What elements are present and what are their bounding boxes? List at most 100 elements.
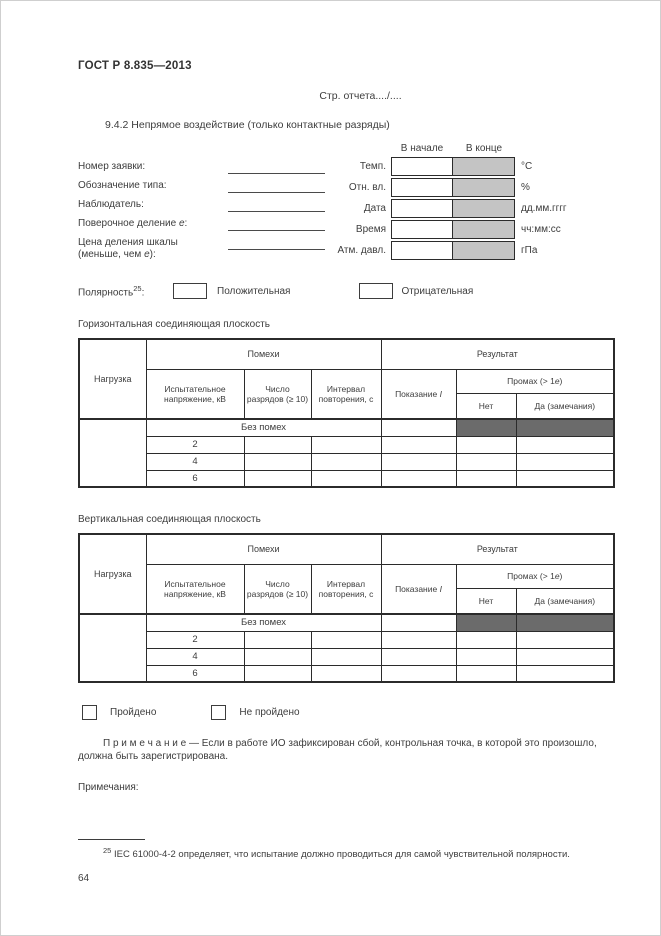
interval-cell[interactable] <box>310 630 382 649</box>
miss-no-cell[interactable] <box>455 452 517 471</box>
verification-division-field[interactable] <box>228 217 325 231</box>
section-title: 9.4.2 Непрямое воздействие (только конта… <box>105 119 390 131</box>
discharges-cell[interactable] <box>243 452 312 471</box>
table-row-no-noise: Без помех <box>78 418 615 488</box>
table-row-4kv: 4 <box>79 647 615 666</box>
humidity-end-cell[interactable] <box>453 178 515 197</box>
indication-cell[interactable] <box>380 664 457 683</box>
discharges-cell[interactable] <box>243 647 312 666</box>
note-paragraph: П р и м е ч а н и е — Если в работе ИО з… <box>78 738 597 762</box>
doc-number: ГОСТ Р 8.835—2013 <box>78 60 192 72</box>
passed-checkbox[interactable] <box>82 705 97 720</box>
no-noise-label: Без помех <box>145 418 382 437</box>
col-header-interval: Интервал повторения, с <box>310 368 382 420</box>
type-designation-field[interactable] <box>228 179 325 193</box>
verification-division-label: Поверочное деление е: <box>78 218 188 229</box>
miss-yes-cell[interactable] <box>515 630 615 649</box>
date-label: Дата <box>363 203 386 214</box>
col-header-indication: Показание I <box>380 563 457 615</box>
discharges-cell[interactable] <box>243 469 312 488</box>
scale-division-label: Цена деления шкалы (меньше, чем е): <box>78 237 178 260</box>
verdict-section: Пройдено Не пройдено <box>78 705 613 720</box>
table-header-row-groups: Нагрузка Помехи Результат <box>78 338 615 420</box>
observer-field[interactable] <box>228 198 325 212</box>
report-page-ref: Стр. отчета..../.... <box>319 90 402 102</box>
voltage-value: 2 <box>145 435 245 454</box>
interval-cell[interactable] <box>310 469 382 488</box>
scale-division-field[interactable] <box>228 236 325 250</box>
horizontal-plane-caption: Горизонтальная соединяющая плоскость <box>78 319 270 330</box>
table-row-6kv: 6 <box>79 469 615 488</box>
passed-label: Пройдено <box>110 707 157 718</box>
table-row-no-noise: Без помех <box>78 613 615 683</box>
load-cell[interactable] <box>78 418 147 488</box>
humidity-start-cell[interactable] <box>391 178 453 197</box>
application-form: Номер заявки: Обозначение типа: Наблюдат… <box>78 143 328 262</box>
pressure-start-cell[interactable] <box>391 241 453 260</box>
miss-yes-cell[interactable] <box>515 647 615 666</box>
indication-cell[interactable] <box>380 469 457 488</box>
polarity-positive-checkbox[interactable] <box>173 283 207 299</box>
env-col-end-label: В конце <box>465 143 503 154</box>
discharges-cell[interactable] <box>243 664 312 683</box>
temperature-start-cell[interactable] <box>391 157 453 176</box>
indication-cell[interactable] <box>380 647 457 666</box>
env-row-temperature: Темп. °С <box>328 157 613 176</box>
discharges-cell[interactable] <box>243 630 312 649</box>
miss-no-cell[interactable] <box>455 469 517 488</box>
date-end-cell[interactable] <box>453 199 515 218</box>
temperature-unit: °С <box>521 161 533 172</box>
interval-cell[interactable] <box>310 647 382 666</box>
indication-cell[interactable] <box>380 613 457 632</box>
horizontal-plane-table: Нагрузка Помехи Результат Испытательное … <box>78 338 616 488</box>
application-number-field[interactable] <box>228 160 325 174</box>
date-start-cell[interactable] <box>391 199 453 218</box>
pressure-label: Атм. давл. <box>337 245 386 256</box>
indication-cell[interactable] <box>380 452 457 471</box>
miss-yes-cell[interactable] <box>515 469 615 488</box>
time-start-cell[interactable] <box>391 220 453 239</box>
env-row-time: Время чч:мм:сс <box>328 220 613 239</box>
discharges-cell[interactable] <box>243 435 312 454</box>
miss-yes-cell[interactable] <box>515 452 615 471</box>
col-header-load: Нагрузка <box>78 338 147 420</box>
col-header-miss-yes: Да (замечания) <box>515 392 615 420</box>
blocked-cell-yes <box>515 418 615 437</box>
observer-label: Наблюдатель: <box>78 199 144 210</box>
voltage-value: 2 <box>145 630 245 649</box>
form-field-verification-division: Поверочное деление е: <box>78 217 328 236</box>
miss-no-cell[interactable] <box>455 647 517 666</box>
time-label: Время <box>355 224 386 235</box>
load-cell[interactable] <box>78 613 147 683</box>
voltage-value: 4 <box>145 452 245 471</box>
table-header-row-columns: Испытательное напряжение, кВ Число разря… <box>79 368 615 420</box>
indication-cell[interactable] <box>380 418 457 437</box>
interval-cell[interactable] <box>310 452 382 471</box>
pressure-end-cell[interactable] <box>453 241 515 260</box>
miss-no-cell[interactable] <box>455 664 517 683</box>
polarity-negative-checkbox[interactable] <box>359 283 394 299</box>
interval-cell[interactable] <box>310 664 382 683</box>
table-row-2kv: 2 <box>79 630 615 649</box>
miss-yes-cell[interactable] <box>515 664 615 683</box>
page-number: 64 <box>78 873 90 885</box>
col-header-discharges: Число разрядов (≥ 10) <box>243 563 312 615</box>
env-col-start-label: В начале <box>400 143 444 154</box>
form-field-type-designation: Обозначение типа: <box>78 179 328 198</box>
miss-no-cell[interactable] <box>455 630 517 649</box>
pressure-unit: гПа <box>521 245 538 256</box>
temperature-end-cell[interactable] <box>453 157 515 176</box>
col-header-voltage: Испытательное напряжение, кВ <box>145 563 245 615</box>
interval-cell[interactable] <box>310 435 382 454</box>
failed-checkbox[interactable] <box>211 705 227 720</box>
type-designation-label: Обозначение типа: <box>78 180 167 191</box>
indication-cell[interactable] <box>380 435 457 454</box>
page-content: ГОСТ Р 8.835—2013 Стр. отчета..../.... 9… <box>78 0 616 885</box>
miss-yes-cell[interactable] <box>515 435 615 454</box>
miss-no-cell[interactable] <box>455 435 517 454</box>
time-end-cell[interactable] <box>453 220 515 239</box>
footnote-ref: 25 <box>103 846 112 855</box>
humidity-unit: % <box>521 182 530 193</box>
indication-cell[interactable] <box>380 630 457 649</box>
notes-label: Примечания: <box>78 782 139 793</box>
